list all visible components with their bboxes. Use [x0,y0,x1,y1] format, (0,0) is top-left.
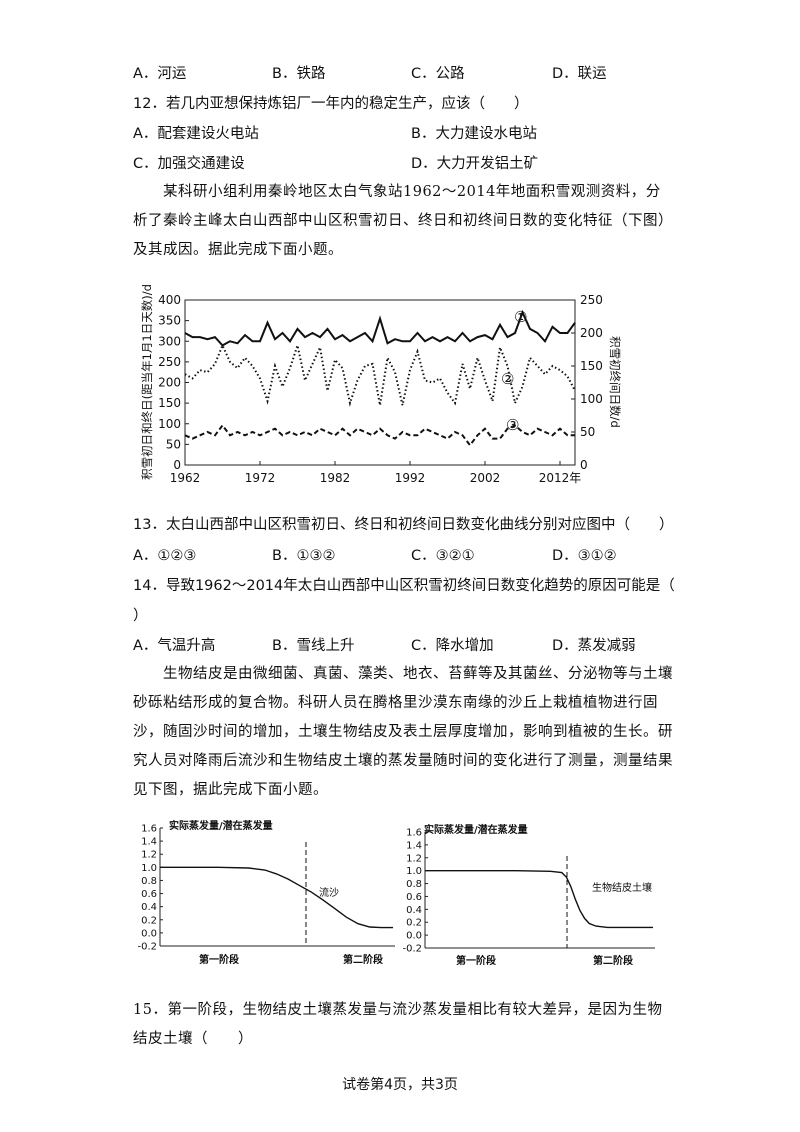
left-axis-tick-label: 50 [166,437,181,451]
y-axis-tick-label: -0.2 [402,944,422,955]
q11-option-d: D．联运 [552,66,607,82]
q13-stem: 13．太白山西部中山区积雪初日、终日和初终间日数变化曲线分别对应图中（ ） [133,517,674,533]
series-marker-3: ③ [506,416,519,434]
snow-chart: 400 350 300 250 200 150 100 50 0 250 200 150 100 50 0… [140,284,622,485]
evap-crust-ylabel: 实际蒸发量/潜在蒸发量 [424,823,528,836]
snow-chart-right-axis-label: 积雪初终间日数/d [608,336,622,428]
page-footer: 试卷第4页，共3页 [342,1077,458,1093]
x-axis-tick-label: 1972 [245,471,276,485]
y-axis-tick-label: 0.2 [141,915,157,926]
left-axis-tick-label: 300 [158,334,181,348]
q12-option-c: C．加强交通建设 [133,156,245,172]
q13-option-a: A．①②③ [133,548,197,564]
y-axis-tick-label: 0.8 [141,876,157,887]
evap-sand-ylabel: 实际蒸发量/潜在蒸发量 [169,819,273,832]
y-axis-tick-label: 1.2 [406,853,422,864]
y-axis-tick-label: 0.0 [406,931,422,942]
evap-crust-xlabel-1: 第一阶段 [456,954,496,967]
q14-option-d: D．蒸发减弱 [552,638,636,654]
left-axis-tick-label: 400 [158,293,181,307]
x-axis-tick-label: 2012年 [539,471,582,485]
series-line-3 [184,423,575,447]
evap-sand-annotation: 流沙 [319,886,339,899]
q12-stem: 12．若几内亚想保持炼铝厂一年内的稳定生产，应该（ ） [133,96,529,112]
y-axis-tick-label: 1.2 [141,850,157,861]
x-axis-tick-label: 1962 [170,471,201,485]
passage-crust: 生物结皮是由微细菌、真菌、藻类、地衣、苔藓等及其菌丝、分泌物等与土壤砂砾粘结形成… [133,666,673,798]
q14-option-b: B．雪线上升 [272,638,355,654]
x-axis-tick-label: 1992 [395,471,426,485]
q12-option-b: B．大力建设水电站 [411,126,537,142]
right-axis-tick-label: 150 [580,359,603,373]
series-line-2 [184,341,576,407]
evap-sand-xlabel-1: 第一阶段 [199,953,239,966]
series-line-1 [184,309,576,347]
q12-option-d: D．大力开发铝土矿 [411,156,539,172]
y-axis-tick-label: 1.6 [141,824,157,835]
y-axis-tick-label: 0.8 [406,879,422,890]
q14-option-c: C．降水增加 [411,638,494,654]
series-marker-1: ① [514,308,527,326]
q11-option-b: B．铁路 [272,66,326,82]
q14-stem: 14．导致1962～2014年太白山西部中山区积雪初终间日数变化趋势的原因可能是… [133,578,675,594]
evaporation-curve [425,870,653,929]
y-axis-tick-label: 1.4 [141,837,157,848]
left-axis-tick-label: 0 [173,458,181,472]
q11-option-a: A．河运 [133,66,187,82]
x-axis-tick-label: 1982 [320,471,351,485]
left-axis-tick-label: 250 [158,355,181,369]
evap-chart-crust: 1.61.4 1.2 1.0 0.8 0.6 0.4 0.2 0.0 -0.2 实际蒸发量/潜在… [402,823,655,967]
y-axis-tick-label: -0.2 [137,942,157,953]
y-axis-tick-label: 1.6 [406,828,422,839]
passage-snow: 某科研小组利用秦岭地区太白气象站1962～2014年地面积雪观测资料，分析了秦岭… [133,184,673,258]
evap-crust-annotation: 生物结皮土壤 [592,881,652,894]
y-axis-tick-label: 0.4 [141,902,157,913]
left-axis-tick-label: 150 [158,396,181,410]
q13-option-d: D．③①② [552,548,617,564]
x-axis-tick-label: 2002 [470,471,501,485]
q11-option-c: C．公路 [411,66,465,82]
right-axis-tick-label: 100 [580,392,603,406]
q12-option-a: A．配套建设火电站 [133,126,259,142]
y-axis-tick-label: 0.6 [141,889,157,900]
y-axis-tick-label: 0.4 [406,905,422,916]
left-axis-tick-label: 100 [158,417,181,431]
evap-sand-xlabel-2: 第二阶段 [343,953,383,966]
q13-option-c: C．③②① [411,548,475,564]
left-axis-tick-label: 200 [158,376,181,390]
q15-stem: 15．第一阶段，生物结皮土壤蒸发量与流沙蒸发量相比有较大差异，是因为生物结皮土壤… [133,1002,663,1047]
evaporation-curve [160,866,393,929]
y-axis-tick-label: 0.6 [406,892,422,903]
q13-option-b: B．①③② [272,548,336,564]
q14-stem-close: ） [133,608,148,624]
series-marker-2: ② [501,370,514,388]
q14-option-a: A．气温升高 [133,638,216,654]
y-axis-tick-label: 1.4 [406,840,422,851]
y-axis-tick-label: 0.0 [141,928,157,939]
right-axis-tick-label: 0 [580,458,588,472]
right-axis-tick-label: 250 [580,293,603,307]
right-axis-tick-label: 200 [580,326,603,340]
right-axis-tick-label: 50 [580,425,595,439]
snow-chart-left-axis-label: 积雪初日和终日(距当年1月1日天数)/d [140,284,154,480]
left-axis-tick-label: 350 [158,314,181,328]
evap-crust-xlabel-2: 第二阶段 [593,954,633,967]
y-axis-tick-label: 1.0 [141,863,157,874]
y-axis-tick-label: 1.0 [406,866,422,877]
y-axis-tick-label: 0.2 [406,918,422,929]
evap-chart-sand: 1.6 1.4 1.2 1.0 0.8 0.6 0.4 0.2 0.0 -0.2 实际蒸发量/潜在… [137,819,395,966]
